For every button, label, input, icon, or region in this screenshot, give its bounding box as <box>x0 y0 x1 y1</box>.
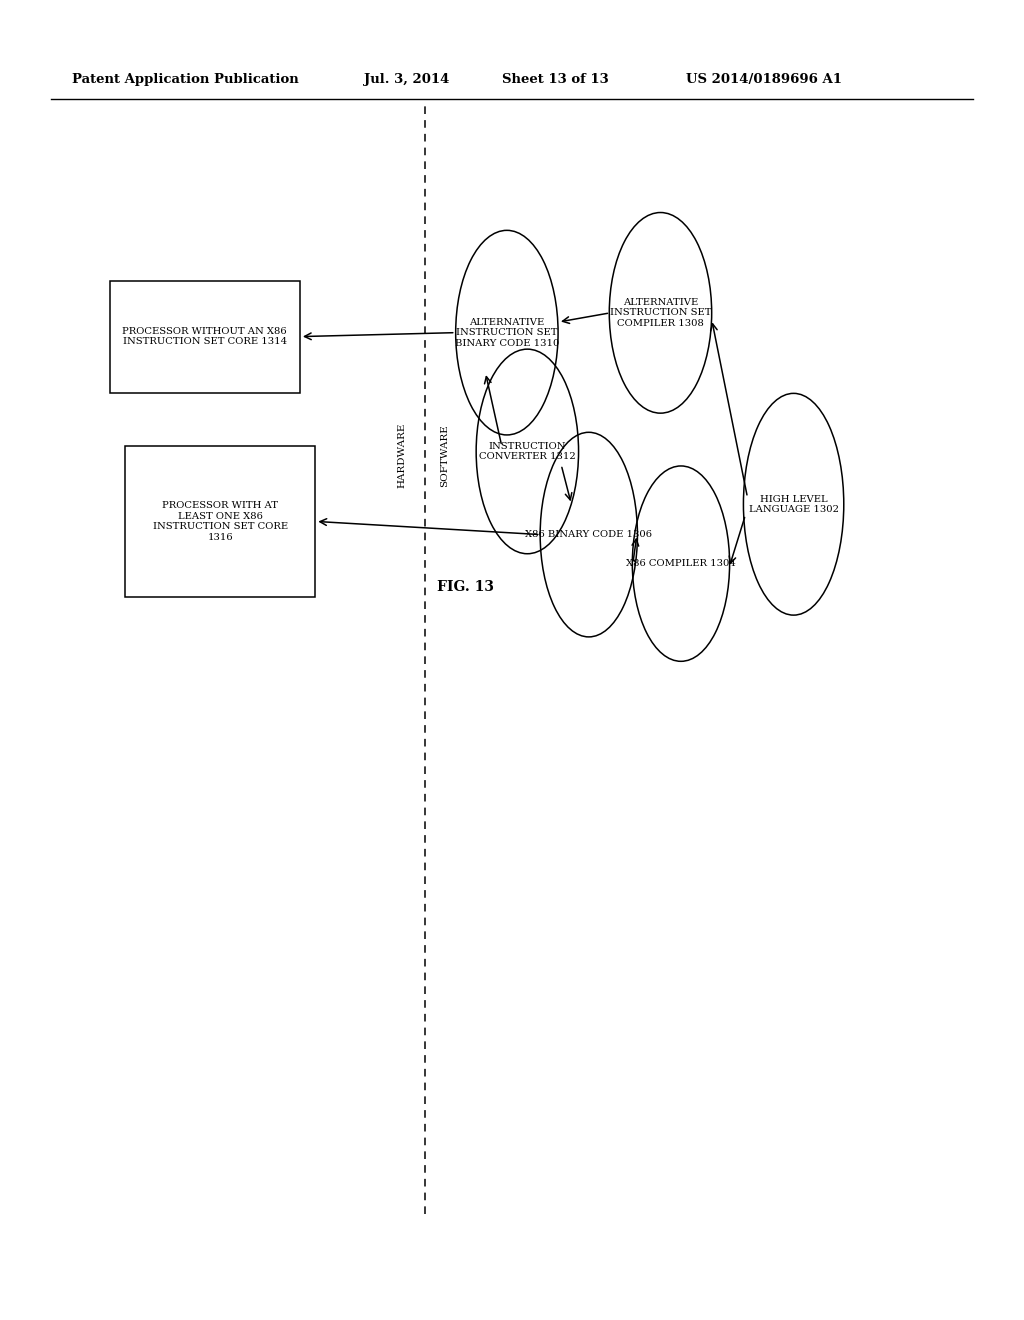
Text: Jul. 3, 2014: Jul. 3, 2014 <box>364 73 449 86</box>
Text: FIG. 13: FIG. 13 <box>437 581 495 594</box>
Text: HIGH LEVEL
LANGUAGE 1302: HIGH LEVEL LANGUAGE 1302 <box>749 495 839 513</box>
Text: PROCESSOR WITH AT
LEAST ONE X86
INSTRUCTION SET CORE
1316: PROCESSOR WITH AT LEAST ONE X86 INSTRUCT… <box>153 502 288 541</box>
Text: INSTRUCTION
CONVERTER 1312: INSTRUCTION CONVERTER 1312 <box>479 442 575 461</box>
Text: SOFTWARE: SOFTWARE <box>440 424 449 487</box>
Text: HARDWARE: HARDWARE <box>398 422 407 488</box>
Text: Sheet 13 of 13: Sheet 13 of 13 <box>502 73 608 86</box>
Text: X86 BINARY CODE 1306: X86 BINARY CODE 1306 <box>525 531 652 539</box>
Text: ALTERNATIVE
INSTRUCTION SET
BINARY CODE 1310: ALTERNATIVE INSTRUCTION SET BINARY CODE … <box>455 318 559 347</box>
Text: Patent Application Publication: Patent Application Publication <box>72 73 298 86</box>
Text: X86 COMPILER 1304: X86 COMPILER 1304 <box>626 560 736 568</box>
Text: PROCESSOR WITHOUT AN X86
INSTRUCTION SET CORE 1314: PROCESSOR WITHOUT AN X86 INSTRUCTION SET… <box>123 327 287 346</box>
Text: ALTERNATIVE
INSTRUCTION SET
COMPILER 1308: ALTERNATIVE INSTRUCTION SET COMPILER 130… <box>609 298 712 327</box>
Text: US 2014/0189696 A1: US 2014/0189696 A1 <box>686 73 842 86</box>
